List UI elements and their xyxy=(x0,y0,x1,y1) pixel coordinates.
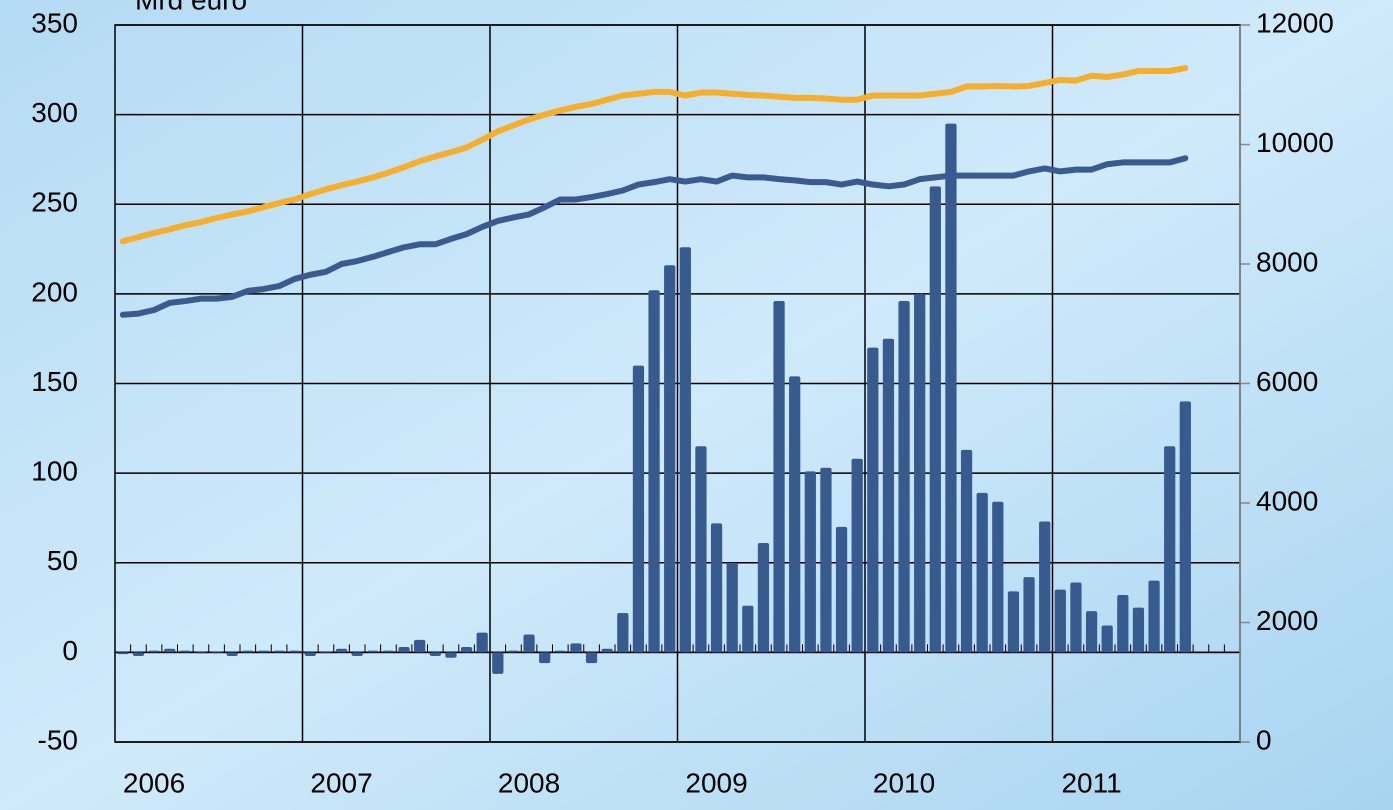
bar xyxy=(492,652,504,674)
y-axis-label: Mrd euro xyxy=(135,0,247,15)
bar xyxy=(226,652,238,656)
y-tick-label: -50 xyxy=(38,724,78,755)
y-tick-label: 200 xyxy=(31,276,78,307)
bar xyxy=(695,446,707,653)
bar xyxy=(273,650,285,653)
bar xyxy=(351,652,363,656)
bar xyxy=(867,347,879,653)
bar xyxy=(460,646,473,653)
bar xyxy=(929,186,941,653)
bar xyxy=(570,643,582,653)
bar xyxy=(445,652,457,658)
bar xyxy=(414,639,426,653)
y-tick-label: 100 xyxy=(31,456,78,487)
bar xyxy=(679,247,691,653)
bar xyxy=(1117,595,1129,653)
bar xyxy=(382,650,395,653)
y2-tick-label: 10000 xyxy=(1256,127,1334,158)
bar xyxy=(820,467,832,653)
bar xyxy=(710,523,723,653)
bar xyxy=(851,458,863,653)
bar xyxy=(523,634,535,653)
y-tick-label: 250 xyxy=(31,187,78,218)
bar xyxy=(648,290,660,653)
line xyxy=(119,155,1189,318)
bar xyxy=(429,652,441,656)
bar xyxy=(804,471,816,653)
x-tick-label: 2011 xyxy=(1061,767,1121,798)
y2-tick-label: 4000 xyxy=(1256,485,1318,516)
bar xyxy=(1101,625,1113,653)
bar xyxy=(585,652,598,664)
bar xyxy=(945,123,957,653)
bar xyxy=(617,612,629,653)
x-tick-label: 2006 xyxy=(123,767,185,798)
bar xyxy=(539,652,551,664)
x-tick-label: 2008 xyxy=(498,767,560,798)
x-tick-label: 2009 xyxy=(685,767,747,798)
bar xyxy=(1054,589,1066,653)
y-tick-label: 150 xyxy=(31,366,78,397)
bar xyxy=(726,562,738,653)
y2-tick-label: 6000 xyxy=(1256,366,1318,397)
bar xyxy=(257,650,270,653)
y-tick-label: 350 xyxy=(31,7,78,38)
bar xyxy=(289,650,301,653)
y2-tick-label: 2000 xyxy=(1256,605,1318,636)
bar xyxy=(1148,580,1160,653)
y-tick-label: 0 xyxy=(62,635,78,666)
bar xyxy=(304,652,316,656)
bar xyxy=(960,449,973,653)
bar xyxy=(148,650,160,653)
y2-tick-label: 8000 xyxy=(1256,246,1318,277)
bar xyxy=(1179,401,1191,653)
x-tick-label: 2007 xyxy=(310,767,372,798)
bar xyxy=(1085,611,1098,653)
bar xyxy=(664,265,676,653)
bar xyxy=(773,301,785,653)
bar xyxy=(1164,446,1176,653)
bar xyxy=(554,650,566,653)
bar xyxy=(835,526,848,653)
bar xyxy=(601,648,613,653)
bar xyxy=(164,648,176,653)
line xyxy=(119,65,1189,245)
y2-tick-label: 12000 xyxy=(1256,7,1334,38)
y2-tick-label: 0 xyxy=(1256,724,1272,755)
bar xyxy=(757,543,770,653)
bar xyxy=(742,605,754,653)
bar xyxy=(398,646,410,653)
bar xyxy=(1070,582,1082,653)
bar xyxy=(789,376,801,653)
bar xyxy=(992,501,1004,653)
y-tick-label: 50 xyxy=(47,545,78,576)
bar xyxy=(132,652,145,656)
x-tick-label: 2010 xyxy=(873,767,935,798)
bar xyxy=(210,652,223,654)
bar xyxy=(632,365,645,653)
bar xyxy=(367,650,379,653)
bar xyxy=(976,492,988,653)
bar xyxy=(507,650,520,653)
bar xyxy=(242,650,254,653)
bar xyxy=(914,293,926,653)
bar xyxy=(195,652,207,654)
bar xyxy=(1023,577,1035,653)
bar xyxy=(898,301,910,653)
y-tick-label: 300 xyxy=(31,97,78,128)
bar xyxy=(320,652,332,654)
bar xyxy=(882,338,895,653)
bar xyxy=(117,652,129,655)
bar xyxy=(335,648,348,653)
bar xyxy=(476,632,488,653)
bar xyxy=(1132,607,1145,653)
bar xyxy=(1039,521,1051,653)
bar xyxy=(1007,591,1020,653)
bar xyxy=(179,650,191,653)
